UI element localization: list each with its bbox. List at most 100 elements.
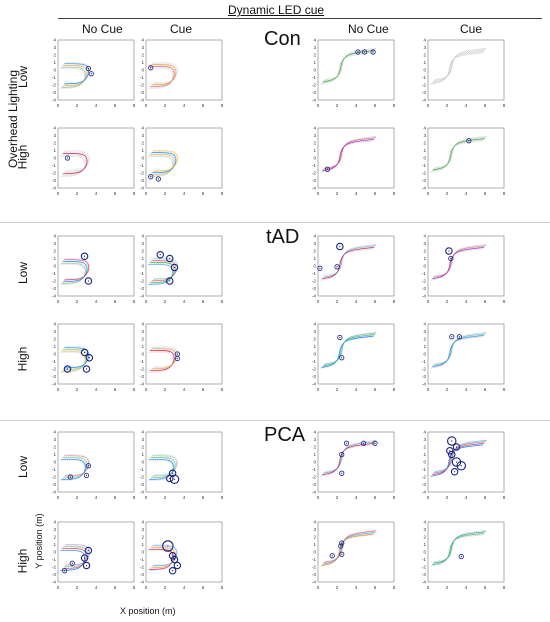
y-tick-label: 4 (423, 520, 426, 525)
event-marker-dot (69, 476, 71, 478)
trial-trace (62, 457, 88, 479)
event-marker-dot (85, 368, 88, 370)
x-tick-label: 2 (164, 191, 167, 196)
y-tick-label: 4 (141, 234, 144, 239)
background-trace (65, 258, 90, 280)
event-marker (446, 436, 457, 446)
event-marker (370, 49, 376, 55)
y-tick-label: 4 (423, 322, 426, 327)
x-tick-label: 0 (57, 103, 60, 108)
panel-frame (427, 323, 505, 385)
y-tick-label: 4 (313, 520, 316, 525)
event-marker-dot (172, 472, 174, 474)
background-trace (148, 156, 173, 177)
background-trace (321, 51, 374, 84)
event-marker-dot (454, 471, 456, 473)
y-tick-label: -2 (140, 367, 145, 372)
event-marker-dot (460, 465, 462, 467)
background-trace (151, 546, 177, 568)
panel-tad-high-1: 0 2 4 6 8 4 3 2 1 0 -1 -2 -3 -4 (52, 322, 136, 392)
event-marker (155, 176, 161, 182)
event-marker (82, 365, 91, 373)
y-tick-label: 1 (423, 344, 426, 349)
y-tick-label: 0 (313, 460, 316, 465)
event-marker-dot (85, 474, 88, 477)
y-tick-label: -3 (140, 178, 145, 183)
x-tick-label: 2 (76, 585, 79, 590)
background-trace (149, 155, 174, 176)
y-tick-label: 2 (313, 337, 316, 342)
x-tick-label: 0 (427, 191, 430, 196)
y-tick-label: -3 (312, 374, 317, 379)
figure-title: Dynamic LED cue (228, 3, 325, 17)
y-tick-label: -1 (140, 359, 145, 364)
event-marker-dot (84, 255, 86, 257)
x-tick-label: 2 (336, 387, 339, 392)
y-tick-label: 0 (423, 550, 426, 555)
y-tick-label: -3 (312, 286, 317, 291)
y-tick-label: 2 (313, 535, 316, 540)
y-tick-label: -1 (422, 557, 427, 562)
y-tick-label: 2 (423, 249, 426, 254)
event-marker-dot (88, 357, 90, 359)
background-trace (63, 260, 89, 282)
event-marker-dot (451, 336, 453, 338)
trial-trace (324, 332, 377, 365)
y-tick-label: -4 (52, 294, 57, 299)
x-tick-label: 2 (446, 387, 449, 392)
background-trace (149, 548, 175, 569)
event-marker (170, 263, 179, 272)
trial-trace (61, 350, 86, 372)
event-marker-dot (372, 51, 374, 53)
x-tick-label: 0 (145, 103, 148, 108)
y-tick-label: 1 (313, 542, 316, 547)
event-marker-dot (71, 562, 73, 564)
y-tick-label: 1 (53, 256, 56, 261)
event-marker-dot (150, 176, 152, 178)
panel-tad-low-4: 0 2 4 6 8 4 3 2 1 0 -1 -2 -3 -4 (422, 234, 506, 304)
event-marker (82, 561, 91, 570)
trial-trace (321, 335, 374, 368)
x-tick-label: 6 (114, 299, 117, 304)
y-tick-label: 0 (313, 550, 316, 555)
background-trace (63, 152, 89, 174)
background-trace (148, 460, 173, 481)
panel-pca-low-1: 0 2 4 6 8 4 3 2 1 0 -1 -2 -3 -4 (52, 430, 136, 500)
y-tick-label: -4 (422, 186, 427, 191)
y-tick-label: 4 (313, 430, 316, 435)
event-marker-dot (331, 555, 333, 557)
x-tick-label: 8 (503, 585, 506, 590)
x-tick-label: 0 (317, 103, 320, 108)
y-tick-label: -4 (312, 490, 317, 495)
trial-trace (322, 50, 376, 83)
event-marker (445, 247, 453, 255)
panel-frame (145, 235, 223, 297)
background-trace (150, 349, 176, 371)
event-marker (166, 277, 174, 285)
background-trace (152, 151, 177, 173)
y-tick-label: 1 (313, 148, 316, 153)
y-tick-label: -2 (422, 279, 427, 284)
event-marker (337, 334, 343, 341)
event-marker (85, 463, 92, 469)
event-marker-dot (169, 257, 171, 260)
y-tick-label: 2 (141, 53, 144, 58)
x-tick-label: 4 (183, 585, 186, 590)
y-tick-label: 2 (141, 535, 144, 540)
event-marker (339, 540, 345, 546)
background-trace (432, 51, 485, 84)
y-tick-label: -1 (422, 75, 427, 80)
y-tick-label: -4 (140, 382, 145, 387)
event-marker-dot (340, 545, 342, 547)
y-tick-label: -1 (422, 467, 427, 472)
x-tick-label: 0 (317, 191, 320, 196)
y-tick-label: -4 (312, 580, 317, 585)
y-tick-label: 0 (141, 264, 144, 269)
x-tick-label: 8 (393, 103, 396, 108)
event-marker (63, 365, 72, 373)
y-tick-label: -4 (312, 294, 317, 299)
event-marker-dot (357, 51, 359, 53)
event-marker (84, 546, 93, 555)
event-marker-dot (167, 545, 169, 547)
y-tick-label: -2 (422, 367, 427, 372)
